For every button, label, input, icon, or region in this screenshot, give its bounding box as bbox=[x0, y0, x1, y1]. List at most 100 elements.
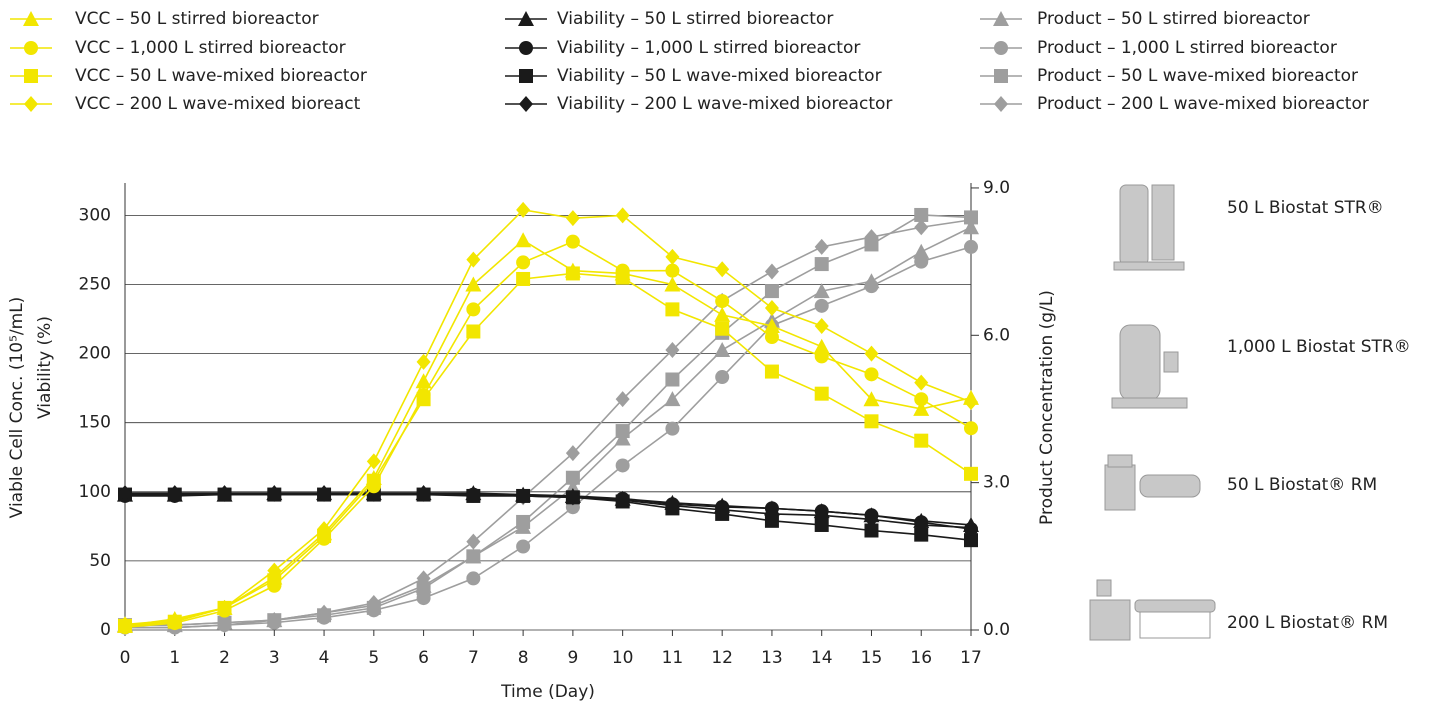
legend-marker bbox=[24, 96, 38, 112]
point bbox=[765, 300, 779, 316]
legend-marker bbox=[994, 69, 1008, 83]
x-tick-label: 12 bbox=[711, 648, 733, 668]
series-line bbox=[125, 273, 971, 625]
legend-marker bbox=[519, 41, 533, 55]
legend-marker bbox=[519, 96, 533, 112]
x-tick-label: 0 bbox=[120, 648, 131, 668]
equipment-label: 200 L Biostat® RM bbox=[1227, 613, 1388, 633]
x-tick-label: 8 bbox=[518, 648, 529, 668]
point bbox=[466, 324, 480, 338]
point bbox=[815, 257, 829, 271]
legend-label: Product – 200 L wave-mixed bioreactor bbox=[1037, 94, 1369, 114]
point bbox=[964, 421, 978, 435]
legend-label: Product – 50 L stirred bioreactor bbox=[1037, 9, 1310, 29]
point bbox=[516, 515, 530, 529]
point bbox=[616, 458, 630, 472]
y-tick-label: 250 bbox=[79, 275, 111, 295]
point bbox=[864, 279, 878, 293]
point bbox=[765, 365, 779, 379]
x-tick-label: 15 bbox=[861, 648, 883, 668]
point bbox=[715, 261, 729, 277]
point bbox=[566, 235, 580, 249]
y2-tick-label: 6.0 bbox=[983, 325, 1010, 345]
point bbox=[665, 264, 679, 278]
y-tick-label: 300 bbox=[79, 205, 111, 225]
x-tick-label: 11 bbox=[662, 648, 684, 668]
legend-label: Product – 50 L wave-mixed bioreactor bbox=[1037, 66, 1358, 86]
equipment-label: 1,000 L Biostat STR® bbox=[1227, 337, 1411, 357]
legend-marker bbox=[519, 69, 533, 83]
point bbox=[616, 207, 630, 223]
equipment-icon bbox=[1090, 185, 1215, 640]
x-tick-label: 5 bbox=[368, 648, 379, 668]
x-axis-title: Time (Day) bbox=[500, 682, 595, 702]
point bbox=[715, 322, 729, 336]
x-tick-label: 16 bbox=[910, 648, 932, 668]
point bbox=[516, 255, 530, 269]
legend-label: Viability – 50 L stirred bioreactor bbox=[557, 9, 833, 29]
legend-label: VCC – 50 L stirred bioreactor bbox=[75, 9, 319, 29]
point bbox=[714, 307, 730, 322]
y2-tick-label: 3.0 bbox=[983, 473, 1010, 493]
x-tick-label: 9 bbox=[567, 648, 578, 668]
y2-tick-label: 0.0 bbox=[983, 620, 1010, 640]
point bbox=[417, 354, 431, 370]
legend-label: VCC – 200 L wave-mixed bioreact bbox=[75, 94, 361, 114]
y2-axis-title: Product Concentration (g/L) bbox=[1037, 290, 1057, 525]
series-line bbox=[125, 247, 971, 628]
point bbox=[616, 271, 630, 285]
equipment-label: 50 L Biostat STR® bbox=[1227, 198, 1384, 218]
x-tick-label: 3 bbox=[269, 648, 280, 668]
x-tick-label: 13 bbox=[761, 648, 783, 668]
point bbox=[566, 471, 580, 485]
point bbox=[864, 346, 878, 362]
point bbox=[815, 239, 829, 255]
point bbox=[864, 414, 878, 428]
equipment-panel: 50 L Biostat STR® 1,000 L Biostat STR® 5… bbox=[1090, 185, 1411, 640]
point bbox=[815, 349, 829, 363]
point bbox=[515, 232, 531, 247]
point bbox=[914, 375, 928, 391]
legend-marker bbox=[994, 96, 1008, 112]
series-line bbox=[125, 493, 971, 525]
y-tick-label: 50 bbox=[89, 551, 111, 571]
legend-label: VCC – 50 L wave-mixed bioreactor bbox=[75, 66, 367, 86]
y-tick-label: 150 bbox=[79, 413, 111, 433]
y2-tick-label: 9.0 bbox=[983, 178, 1010, 198]
legend-label: Product – 1,000 L stirred bioreactor bbox=[1037, 38, 1337, 58]
y-tick-label: 100 bbox=[79, 482, 111, 502]
y-tick-label: 200 bbox=[79, 344, 111, 364]
x-tick-label: 10 bbox=[612, 648, 634, 668]
legend-marker bbox=[24, 41, 38, 55]
point bbox=[665, 422, 679, 436]
legend-marker bbox=[994, 41, 1008, 55]
point bbox=[864, 367, 878, 381]
y-tick-label: 0 bbox=[100, 620, 111, 640]
point bbox=[466, 549, 480, 563]
point bbox=[367, 474, 381, 488]
legend-label: VCC – 1,000 L stirred bioreactor bbox=[75, 38, 346, 58]
series-line bbox=[125, 210, 971, 625]
point bbox=[616, 424, 630, 438]
point bbox=[914, 392, 928, 406]
point bbox=[765, 284, 779, 298]
point bbox=[715, 370, 729, 384]
x-tick-label: 4 bbox=[319, 648, 330, 668]
y-axis-title: Viable Cell Conc. (10⁵/mL) bbox=[7, 297, 27, 519]
series-line bbox=[125, 493, 971, 528]
chart: 50 L Biostat STR® 1,000 L Biostat STR® 5… bbox=[0, 0, 1431, 705]
legend-label: Viability – 50 L wave-mixed bioreactor bbox=[557, 66, 882, 86]
point bbox=[665, 373, 679, 387]
x-tick-label: 6 bbox=[418, 648, 429, 668]
x-tick-label: 2 bbox=[219, 648, 230, 668]
legend-label: Viability – 200 L wave-mixed bioreactor bbox=[557, 94, 892, 114]
point bbox=[765, 330, 779, 344]
x-tick-label: 7 bbox=[468, 648, 479, 668]
point bbox=[417, 392, 431, 406]
y-axis-title: Viability (%) bbox=[35, 316, 55, 419]
series-line bbox=[125, 227, 971, 625]
point bbox=[914, 434, 928, 448]
point bbox=[665, 249, 679, 265]
point bbox=[466, 302, 480, 316]
point bbox=[914, 255, 928, 269]
